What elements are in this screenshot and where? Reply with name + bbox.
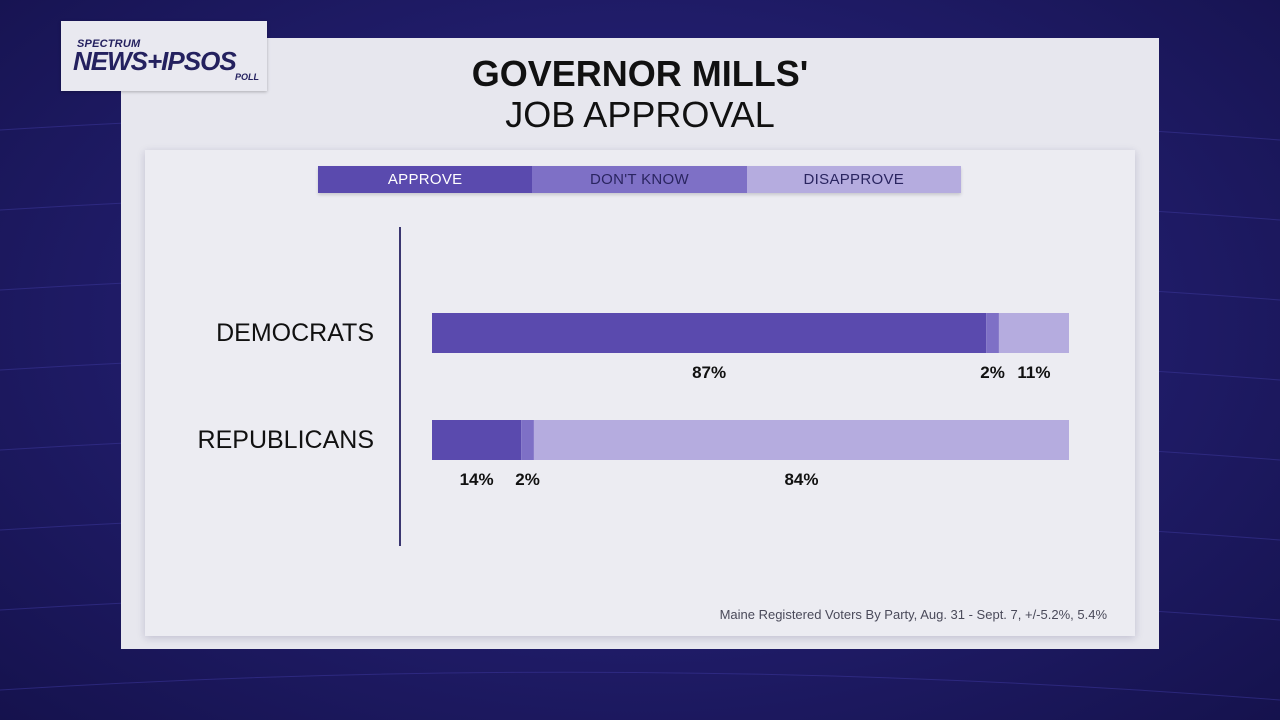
- value-label-democrats-approve: 87%: [692, 363, 726, 382]
- value-label-republicans-dont-know: 2%: [515, 470, 540, 489]
- bar-democrats-disapprove: [998, 313, 1069, 353]
- value-label-democrats-disapprove: 11%: [1017, 363, 1050, 382]
- bar-republicans-approve: [432, 420, 522, 460]
- footnote: Maine Registered Voters By Party, Aug. 3…: [719, 607, 1107, 622]
- value-label-republicans-approve: 14%: [460, 470, 494, 489]
- logo-sub-text: POLL: [235, 72, 259, 82]
- legend-approve: APPROVE: [318, 166, 533, 193]
- category-label-republicans: REPUBLICANS: [198, 426, 374, 454]
- bar-republicans-disapprove: [533, 420, 1069, 460]
- spectrum-ipsos-logo: SPECTRUM NEWS+IPSOS POLL: [61, 21, 267, 91]
- logo-top-text: SPECTRUM: [77, 38, 141, 50]
- chart-subtitle: JOB APPROVAL: [505, 94, 775, 135]
- value-label-democrats-dont-know: 2%: [980, 363, 1005, 382]
- chart-card: [145, 150, 1135, 636]
- logo-main-text: NEWS+IPSOS: [73, 46, 237, 76]
- bar-republicans-dont-know: [521, 420, 534, 460]
- legend-disapprove: DISAPPROVE: [746, 166, 961, 193]
- legend-dont-know: DON'T KNOW: [532, 166, 747, 193]
- chart-title: GOVERNOR MILLS': [471, 53, 809, 94]
- category-axis-line: [399, 227, 401, 546]
- bar-democrats-dont-know: [986, 313, 999, 353]
- bar-democrats-approve: [432, 313, 987, 353]
- value-label-republicans-disapprove: 84%: [784, 470, 818, 489]
- category-label-democrats: DEMOCRATS: [216, 319, 374, 347]
- legend: APPROVE DON'T KNOW DISAPPROVE: [318, 166, 961, 193]
